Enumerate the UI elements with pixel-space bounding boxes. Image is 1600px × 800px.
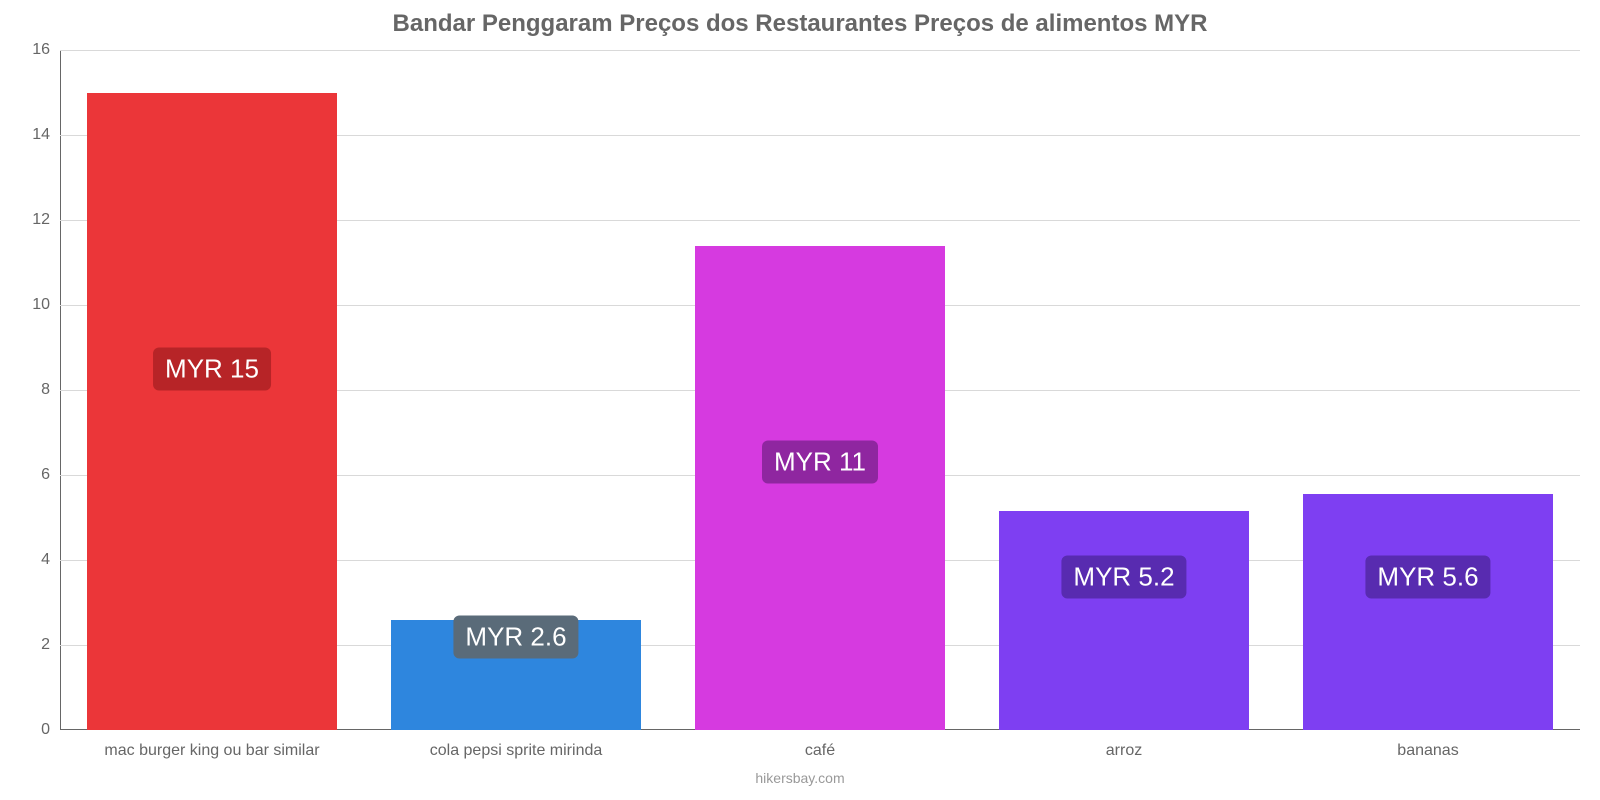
x-tick-label: arroz: [972, 742, 1276, 760]
bar-value-label: MYR 2.6: [453, 615, 578, 658]
y-tick-label: 12: [2, 211, 50, 229]
y-tick-label: 0: [2, 721, 50, 739]
x-tick-label: mac burger king ou bar similar: [60, 742, 364, 760]
y-tick-label: 4: [2, 551, 50, 569]
bar: [1303, 494, 1552, 730]
y-tick-label: 2: [2, 636, 50, 654]
y-tick-label: 16: [2, 41, 50, 59]
bar: [87, 93, 336, 731]
gridline: [60, 50, 1580, 51]
chart-container: Bandar Penggaram Preços dos Restaurantes…: [0, 0, 1600, 800]
y-tick-label: 8: [2, 381, 50, 399]
x-tick-label: cola pepsi sprite mirinda: [364, 742, 668, 760]
bar-value-label: MYR 5.2: [1061, 556, 1186, 599]
y-tick-label: 14: [2, 126, 50, 144]
x-tick-label: bananas: [1276, 742, 1580, 760]
bar: [695, 246, 944, 731]
chart-title: Bandar Penggaram Preços dos Restaurantes…: [0, 10, 1600, 38]
bar: [999, 511, 1248, 730]
bar-value-label: MYR 11: [762, 441, 878, 484]
plot-area: 0246810121416mac burger king ou bar simi…: [60, 50, 1580, 730]
y-tick-label: 6: [2, 466, 50, 484]
x-tick-label: café: [668, 742, 972, 760]
y-tick-label: 10: [2, 296, 50, 314]
chart-footer: hikersbay.com: [0, 770, 1600, 786]
bar-value-label: MYR 5.6: [1365, 556, 1490, 599]
bar-value-label: MYR 15: [153, 347, 271, 390]
